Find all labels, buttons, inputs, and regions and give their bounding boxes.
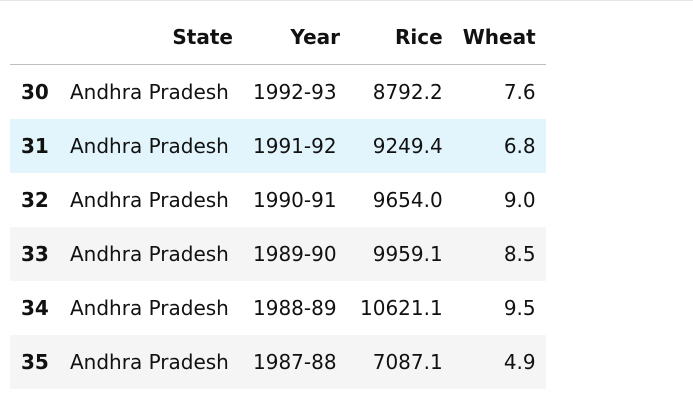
rice-cell: 9249.4 xyxy=(372,134,443,158)
wheat-cell: 9.5 xyxy=(503,296,536,320)
wheat-cell: 6.8 xyxy=(503,134,536,158)
row-index: 31 xyxy=(21,134,49,158)
row-index: 32 xyxy=(21,188,49,212)
year-cell: 1992-93 xyxy=(253,80,337,104)
dataframe-output: State Year Rice Wheat 30 Andhra Pradesh … xyxy=(10,10,546,389)
index-column-header xyxy=(10,10,60,65)
rice-cell: 9959.1 xyxy=(372,242,443,266)
wheat-column-header: Wheat xyxy=(452,10,546,65)
rice-cell: 8792.2 xyxy=(372,80,443,104)
rice-cell: 10621.1 xyxy=(360,296,443,320)
dataframe-table: State Year Rice Wheat 30 Andhra Pradesh … xyxy=(10,10,546,389)
state-cell: Andhra Pradesh xyxy=(70,80,229,104)
year-column-header: Year xyxy=(243,10,350,65)
table-header-row: State Year Rice Wheat xyxy=(10,10,546,65)
wheat-cell: 9.0 xyxy=(503,188,536,212)
rice-column-header: Rice xyxy=(350,10,453,65)
rice-cell: 9654.0 xyxy=(372,188,443,212)
state-cell: Andhra Pradesh xyxy=(70,188,229,212)
year-cell: 1990-91 xyxy=(253,188,337,212)
wheat-cell: 4.9 xyxy=(503,350,536,374)
output-top-divider xyxy=(0,0,693,1)
state-cell: Andhra Pradesh xyxy=(70,296,229,320)
rice-cell: 7087.1 xyxy=(372,350,443,374)
row-index: 33 xyxy=(21,242,49,266)
table-row: 34 Andhra Pradesh 1988-89 10621.1 9.5 xyxy=(10,281,546,335)
row-index: 35 xyxy=(21,350,49,374)
table-row: 33 Andhra Pradesh 1989-90 9959.1 8.5 xyxy=(10,227,546,281)
state-cell: Andhra Pradesh xyxy=(70,134,229,158)
state-cell: Andhra Pradesh xyxy=(70,242,229,266)
row-index: 34 xyxy=(21,296,49,320)
wheat-cell: 8.5 xyxy=(503,242,536,266)
year-cell: 1991-92 xyxy=(253,134,337,158)
year-cell: 1987-88 xyxy=(253,350,337,374)
wheat-cell: 7.6 xyxy=(503,80,536,104)
year-cell: 1989-90 xyxy=(253,242,337,266)
state-column-header: State xyxy=(60,10,243,65)
table-row: 35 Andhra Pradesh 1987-88 7087.1 4.9 xyxy=(10,335,546,389)
state-cell: Andhra Pradesh xyxy=(70,350,229,374)
table-row: 30 Andhra Pradesh 1992-93 8792.2 7.6 xyxy=(10,64,546,119)
year-cell: 1988-89 xyxy=(253,296,337,320)
table-row: 32 Andhra Pradesh 1990-91 9654.0 9.0 xyxy=(10,173,546,227)
table-row: 31 Andhra Pradesh 1991-92 9249.4 6.8 xyxy=(10,119,546,173)
row-index: 30 xyxy=(21,80,49,104)
